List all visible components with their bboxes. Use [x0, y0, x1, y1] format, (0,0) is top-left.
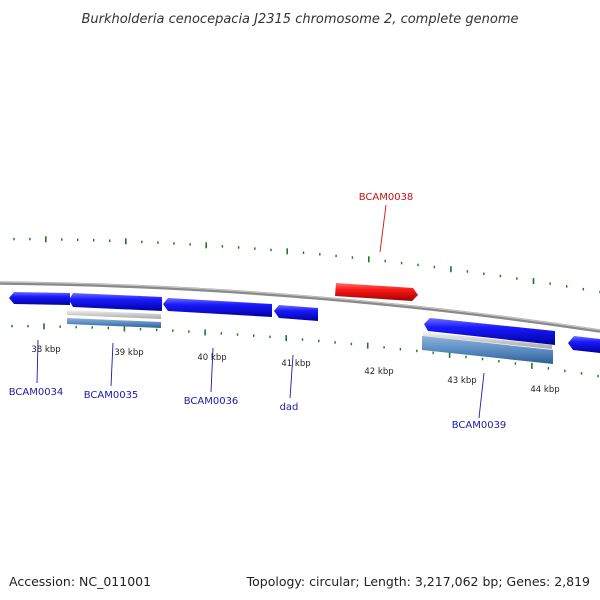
leader-BCAM0039	[478, 372, 485, 419]
gene-BCAM0040-partial[interactable]	[568, 336, 600, 353]
kbp-label-40: 40 kbp	[197, 353, 226, 363]
label-BCAM0038[interactable]: BCAM0038	[359, 192, 414, 203]
genome-summary-text: Topology: circular; Length: 3,217,062 bp…	[246, 574, 590, 589]
gene-BCAM0035[interactable]	[69, 293, 162, 311]
gene-BCAM0036[interactable]	[163, 298, 272, 317]
kbp-label-43: 43 kbp	[447, 376, 476, 386]
label-BCAM0034[interactable]: BCAM0034	[9, 387, 64, 398]
gene-dad[interactable]	[274, 305, 318, 321]
gene-BCAM0034[interactable]	[9, 292, 70, 305]
map-title: Burkholderia cenocepacia J2315 chromosom…	[81, 12, 518, 27]
accession-text: Accession: NC_011001	[9, 574, 151, 589]
label-BCAM0036[interactable]: BCAM0036	[184, 396, 239, 407]
gene-BCAM0038[interactable]	[335, 283, 418, 301]
label-dad[interactable]: dad	[280, 402, 299, 413]
backbone-highlight	[0, 281, 600, 331]
leader-dad	[289, 354, 294, 399]
outer-tick-ring	[13, 236, 600, 294]
label-BCAM0035[interactable]: BCAM0035	[84, 390, 139, 401]
backbone-line	[0, 281, 600, 333]
kbp-labels: 38 kbp 39 kbp 40 kbp 41 kbp 42 kbp 43 kb…	[31, 345, 559, 395]
gene-tracks	[9, 283, 600, 364]
inner-tick-ring	[11, 323, 599, 378]
kbp-label-44: 44 kbp	[530, 385, 559, 395]
leader-BCAM0034	[36, 339, 39, 384]
gene-BCAM0039-track-grey[interactable]	[423, 332, 552, 349]
gene-BCAM0035-track-steel[interactable]	[67, 318, 161, 328]
gene-BCAM0035-track-grey[interactable]	[67, 310, 161, 319]
leader-BCAM0038	[379, 204, 387, 253]
kbp-label-42: 42 kbp	[364, 367, 393, 377]
gene-labels: BCAM0034 BCAM0035 BCAM0036 dad BCAM0038 …	[9, 192, 507, 431]
kbp-label-39: 39 kbp	[114, 348, 143, 358]
kbp-label-38: 38 kbp	[31, 345, 60, 355]
label-BCAM0039[interactable]: BCAM0039	[452, 420, 507, 431]
kbp-label-41: 41 kbp	[281, 359, 310, 369]
leader-BCAM0035	[110, 342, 114, 387]
gene-BCAM0039-track-steel[interactable]	[422, 336, 553, 364]
gene-BCAM0039[interactable]	[424, 318, 555, 345]
leader-BCAM0036	[210, 347, 214, 393]
